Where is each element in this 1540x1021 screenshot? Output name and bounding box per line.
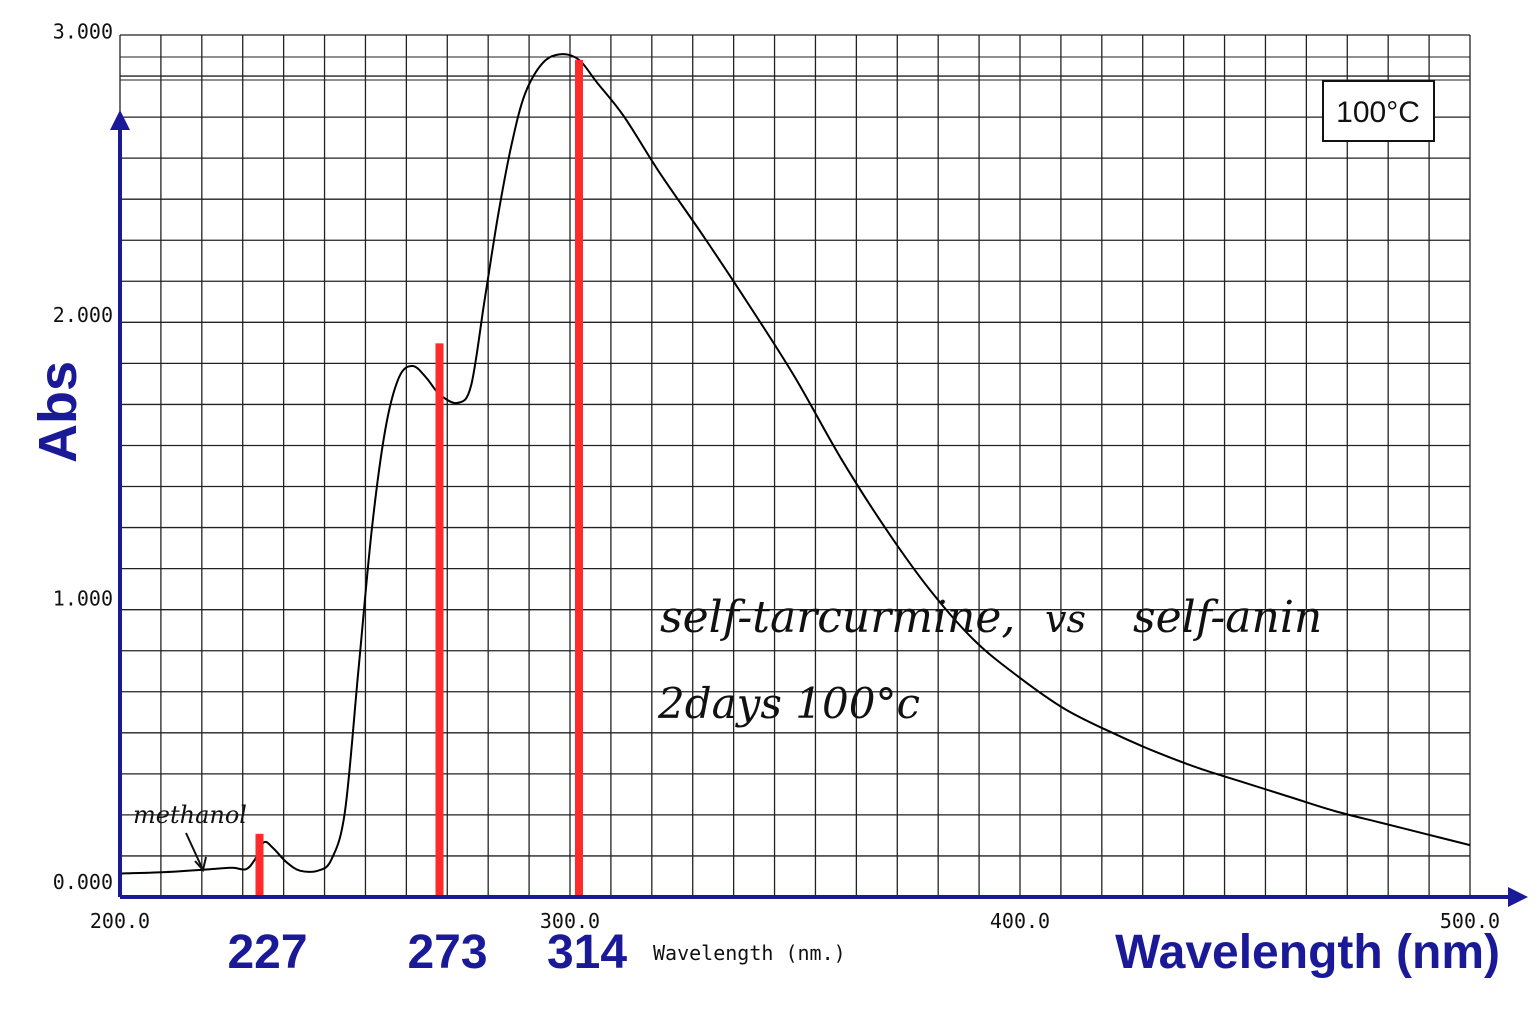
spectrum-curve-line bbox=[119, 53, 1471, 875]
methanol-arrow-shaft bbox=[185, 832, 204, 871]
x-axis-arrowhead bbox=[1508, 887, 1528, 907]
methanol-arrow-head bbox=[194, 856, 207, 873]
peak-marker-bar-227 bbox=[255, 833, 264, 897]
tick-labels: 200.0 300.0 400.0 500.0 0.000 1.000 2.000 3.000 bbox=[53, 20, 1500, 934]
peak-label-273: 273 bbox=[407, 926, 487, 979]
y-tick-label: 0.000 bbox=[53, 870, 113, 894]
y-tick-label: 2.000 bbox=[53, 303, 113, 327]
axes bbox=[110, 110, 1528, 907]
peak-marker-bar-273 bbox=[435, 343, 444, 898]
x-tick-label: 500.0 bbox=[1440, 909, 1500, 933]
grid bbox=[119, 34, 1471, 898]
peak-marker-bar-314 bbox=[575, 59, 583, 898]
x-tick-label: 200.0 bbox=[90, 909, 150, 933]
x-axis-title: Wavelength (nm) bbox=[1115, 926, 1500, 979]
temperature-box: 100°C bbox=[1322, 80, 1435, 142]
temperature-box-label: 100°C bbox=[1336, 96, 1420, 129]
peak-markers: 227 273 314 bbox=[227, 59, 627, 979]
y-tick-label: 3.000 bbox=[53, 20, 113, 44]
x-tick-label: 400.0 bbox=[990, 909, 1050, 933]
spectrum-curve-group bbox=[119, 53, 1471, 875]
handwritten-conditions: 2days 100°c bbox=[657, 679, 920, 728]
peak-label-227: 227 bbox=[227, 926, 307, 979]
temperature-box-frame bbox=[1322, 80, 1435, 142]
handwritten-sample-a: self-tarcurmine, bbox=[660, 592, 1015, 643]
x-tick-label: 300.0 bbox=[540, 909, 600, 933]
x-axis-instrument-label: Wavelength (nm.) bbox=[653, 941, 846, 965]
peak-label-314: 314 bbox=[547, 926, 627, 979]
handwritten-sample-b: self-anin bbox=[1133, 592, 1322, 643]
y-axis-arrowhead bbox=[110, 110, 130, 130]
handwritten-vs: vs bbox=[1045, 597, 1086, 641]
y-axis-title: Abs bbox=[28, 361, 88, 463]
methanol-note: methanol bbox=[133, 801, 247, 829]
y-tick-label: 1.000 bbox=[53, 587, 113, 611]
